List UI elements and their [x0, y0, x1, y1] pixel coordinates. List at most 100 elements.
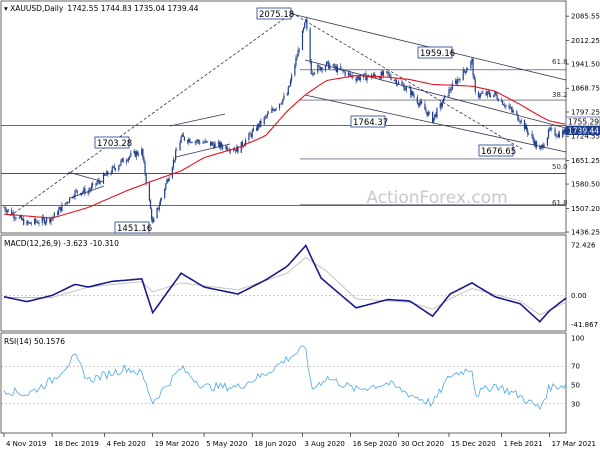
candle-body [500, 100, 503, 102]
candle-body [195, 141, 198, 142]
candle-body [129, 156, 131, 158]
candle-body [156, 207, 158, 219]
candle-body [328, 61, 330, 69]
candle-body [320, 67, 322, 71]
candle-body [435, 114, 437, 118]
candle-body [480, 93, 482, 97]
candle-body [245, 139, 247, 145]
candle-body [36, 222, 38, 223]
candle-body [505, 105, 507, 107]
candle-body [286, 94, 288, 96]
candle-body [98, 180, 100, 182]
candle-body [84, 188, 86, 194]
candle-body [7, 209, 9, 211]
decline-dashed [291, 12, 523, 150]
candle-body [296, 56, 298, 59]
candle-body [305, 19, 307, 23]
candle-body [198, 139, 200, 142]
candle-body [69, 197, 71, 203]
candle-body [121, 158, 123, 161]
candle-body [164, 188, 166, 198]
candle-body [535, 141, 538, 148]
candle-body [99, 181, 101, 184]
candle-body [333, 64, 335, 68]
candle-body [424, 103, 426, 110]
candle-body [226, 146, 228, 151]
candle-body [95, 183, 97, 185]
candle-body [91, 183, 94, 186]
long-uptrend-dashed [9, 12, 293, 217]
price-tick-label: 1724.55 [571, 133, 600, 141]
date-tick-label: 16 Sep 2020 [353, 440, 397, 448]
candle-body [145, 174, 147, 183]
macd-panel-frame [0, 234, 567, 332]
date-tick-label: 4 Nov 2019 [6, 440, 46, 448]
candle-body [73, 197, 75, 198]
candle-body [517, 114, 519, 121]
candle-body [171, 167, 173, 178]
candle-body [272, 108, 274, 110]
candle-body [219, 142, 222, 148]
candle-body [487, 91, 489, 93]
candle-body [479, 96, 481, 98]
candle-body [434, 114, 436, 118]
candle-body [114, 168, 117, 171]
candle-body [546, 137, 549, 146]
candle-body [288, 85, 290, 88]
flag-top [169, 113, 226, 127]
candle-body [102, 173, 105, 184]
candle-body [347, 72, 350, 76]
candle-body [509, 107, 511, 108]
candle-body [366, 76, 368, 81]
candle-body [372, 74, 375, 77]
current-price: 1739.44 [568, 127, 599, 136]
candle-body [564, 128, 566, 134]
candle-body [550, 128, 552, 130]
candle-body [74, 190, 76, 198]
candle-body [259, 120, 261, 128]
candle-body [266, 113, 269, 117]
candle-body [417, 103, 419, 106]
candle-body [290, 75, 293, 81]
price-label-1451: 1451.16 [117, 224, 152, 234]
candle-body [528, 133, 530, 135]
candle-body [393, 79, 395, 81]
candle-body [143, 157, 145, 163]
macd-line [3, 244, 567, 323]
candle-body [274, 109, 276, 111]
candle-body [511, 109, 514, 113]
macd-tick-label: 0.00 [571, 292, 587, 300]
candle-body [356, 78, 358, 81]
candle-body [5, 210, 7, 213]
candle-body [236, 146, 238, 152]
rsi-tick-label: 70 [571, 363, 580, 371]
candle-body [397, 83, 399, 85]
candle-body [257, 124, 259, 131]
rsi-tick-label: 50 [571, 382, 580, 390]
candle-body [379, 77, 381, 79]
candle-body [234, 149, 236, 151]
candle-body [405, 86, 407, 90]
candle-body [61, 204, 63, 212]
candle-body [278, 103, 281, 109]
macd-tick-label: -41.867 [571, 321, 598, 329]
candle-body [212, 142, 214, 145]
candle-body [176, 150, 178, 152]
candle-body [390, 77, 392, 80]
candle-body [380, 71, 382, 79]
candle-body [297, 49, 299, 57]
header-timeframe: Daily [44, 4, 64, 13]
candle-body [472, 58, 474, 76]
candle-body [88, 190, 90, 191]
price-tick-label: 1797.25 [571, 108, 600, 116]
candle-body [20, 215, 23, 220]
candle-body [512, 111, 515, 113]
candle-body [23, 218, 25, 225]
rsi-tick-label: 30 [571, 400, 580, 408]
candle-body [508, 105, 510, 108]
candle-body [273, 109, 275, 111]
candle-body [3, 207, 5, 209]
candle-body [542, 144, 544, 148]
candle-body [494, 92, 496, 95]
candle-body [304, 22, 306, 28]
